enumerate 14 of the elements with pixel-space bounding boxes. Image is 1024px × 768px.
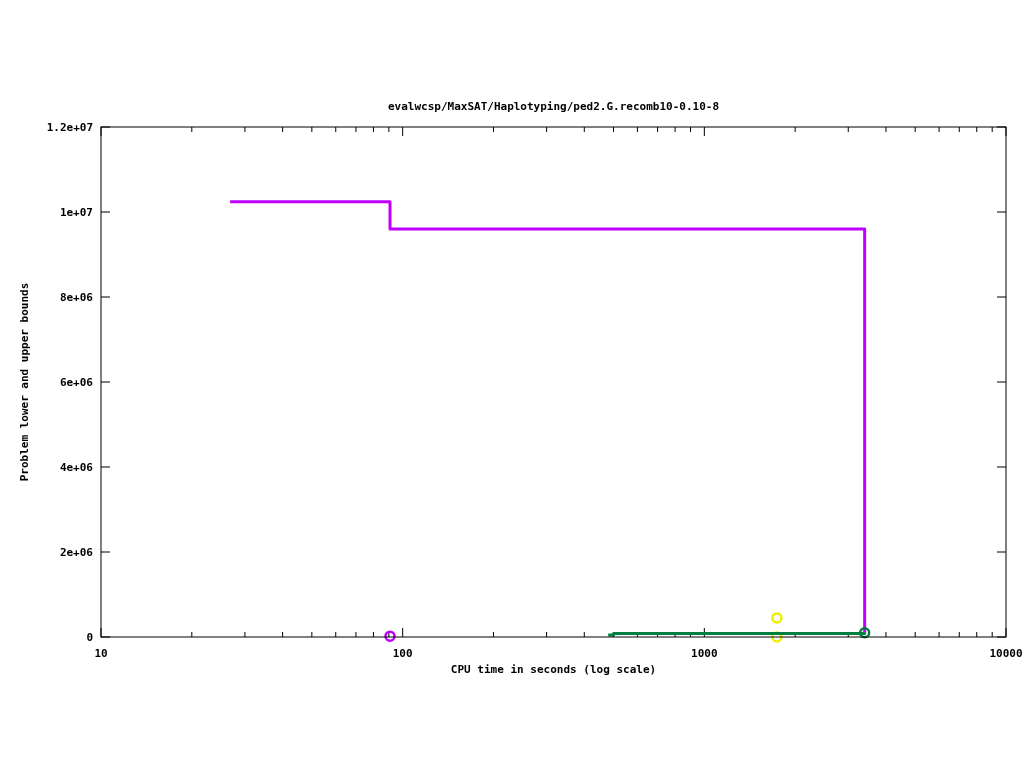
y-axis-title: Problem lower and upper bounds	[18, 282, 31, 482]
y-tick-label: 8e+06	[59, 291, 94, 304]
y-tick-label: 4e+06	[59, 461, 94, 474]
chart-title: evalwcsp/MaxSAT/Haplotyping/ped2.G.recomb10-0.10-8	[387, 100, 720, 113]
y-tick-label: 0	[86, 631, 93, 644]
x-tick-label: 100	[392, 647, 413, 660]
x-tick-label: 1000	[691, 647, 718, 660]
y-tick-label: 1e+07	[59, 206, 93, 219]
y-tick-label: 1.2e+07	[46, 121, 93, 134]
x-tick-label: 10000	[989, 647, 1023, 660]
x-tick-label: 10	[94, 647, 108, 660]
y-tick-label: 2e+06	[59, 546, 94, 559]
x-axis-title: CPU time in seconds (log scale)	[450, 663, 657, 676]
y-tick-label: 6e+06	[59, 376, 94, 389]
